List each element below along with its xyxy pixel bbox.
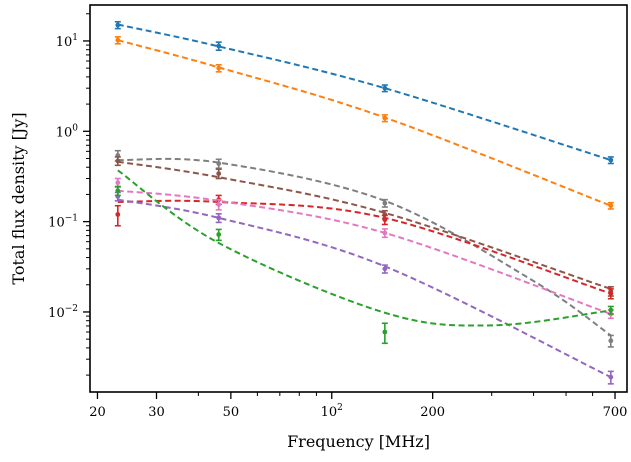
fit-curve <box>117 199 612 295</box>
data-point <box>382 230 388 236</box>
data-point <box>382 85 388 91</box>
data-point <box>382 217 388 223</box>
fit-curve <box>117 157 612 337</box>
data-point <box>608 291 614 296</box>
y-tick-label: 101 <box>56 33 78 50</box>
x-tick-label: 700 <box>603 405 628 420</box>
x-tick-label: 20 <box>89 405 106 420</box>
data-point <box>608 338 614 344</box>
data-point <box>382 200 388 206</box>
data-point <box>216 161 222 166</box>
data-point <box>608 157 614 163</box>
data-point <box>216 171 222 177</box>
fit-curve <box>117 39 612 207</box>
fit-curves <box>117 23 612 379</box>
x-tick-label: 30 <box>148 405 165 420</box>
data-point <box>115 158 121 164</box>
data-point <box>115 212 121 217</box>
fit-curve <box>117 189 612 315</box>
x-tick-label: 102 <box>321 403 343 420</box>
data-point <box>115 180 121 186</box>
fit-curve <box>117 160 612 290</box>
data-point <box>216 232 222 237</box>
data-point <box>216 65 222 71</box>
data-point <box>216 215 222 221</box>
y-tick-label: 100 <box>56 123 79 140</box>
data-point <box>382 266 388 272</box>
data-point <box>115 22 121 28</box>
y-axis-label: Total flux density [Jy] <box>9 112 28 284</box>
fit-curve <box>117 23 612 162</box>
data-points <box>114 20 614 385</box>
data-point <box>216 43 222 49</box>
y-tick-label: 10−2 <box>48 304 78 321</box>
y-tick-label: 10−1 <box>48 214 78 231</box>
axis-ticks: 20 30 50 102 200 700 10−2 10−1 100 101 <box>48 13 628 420</box>
x-axis-label: Frequency [MHz] <box>287 432 430 451</box>
plot-frame <box>89 4 628 393</box>
fit-curve <box>117 169 611 327</box>
data-point <box>608 203 614 209</box>
data-point <box>115 37 121 43</box>
data-point <box>608 374 614 380</box>
data-point <box>216 202 222 207</box>
data-point <box>608 307 614 313</box>
data-point <box>382 115 388 121</box>
data-point <box>382 329 388 335</box>
x-tick-label: 50 <box>223 405 240 420</box>
x-tick-label: 200 <box>420 405 445 420</box>
data-point <box>115 188 121 194</box>
fit-curve <box>117 198 612 379</box>
